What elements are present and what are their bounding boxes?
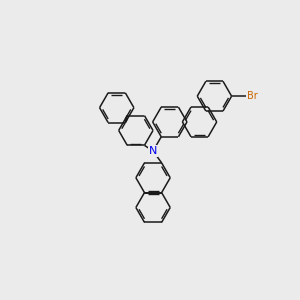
- Text: N: N: [149, 146, 157, 156]
- Text: Br: Br: [247, 91, 257, 101]
